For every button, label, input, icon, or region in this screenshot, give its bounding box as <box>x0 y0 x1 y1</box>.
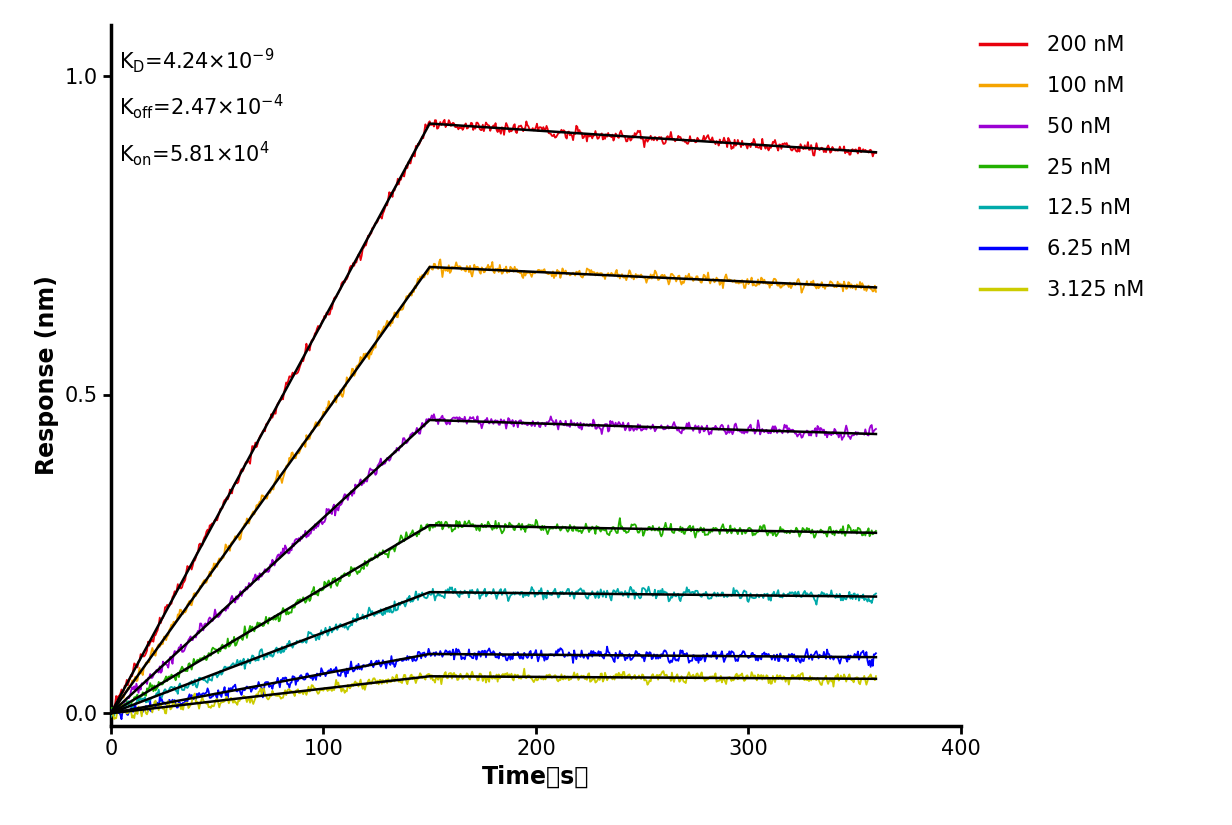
Y-axis label: Response (nm): Response (nm) <box>34 276 59 475</box>
Text: K$_\mathregular{D}$=4.24×10$^{-9}$
K$_\mathregular{off}$=2.47×10$^{-4}$
K$_\math: K$_\mathregular{D}$=4.24×10$^{-9}$ K$_\m… <box>120 45 285 168</box>
X-axis label: Time（s）: Time（s） <box>482 765 590 789</box>
Legend: 200 nM, 100 nM, 50 nM, 25 nM, 12.5 nM, 6.25 nM, 3.125 nM: 200 nM, 100 nM, 50 nM, 25 nM, 12.5 nM, 6… <box>979 35 1143 300</box>
